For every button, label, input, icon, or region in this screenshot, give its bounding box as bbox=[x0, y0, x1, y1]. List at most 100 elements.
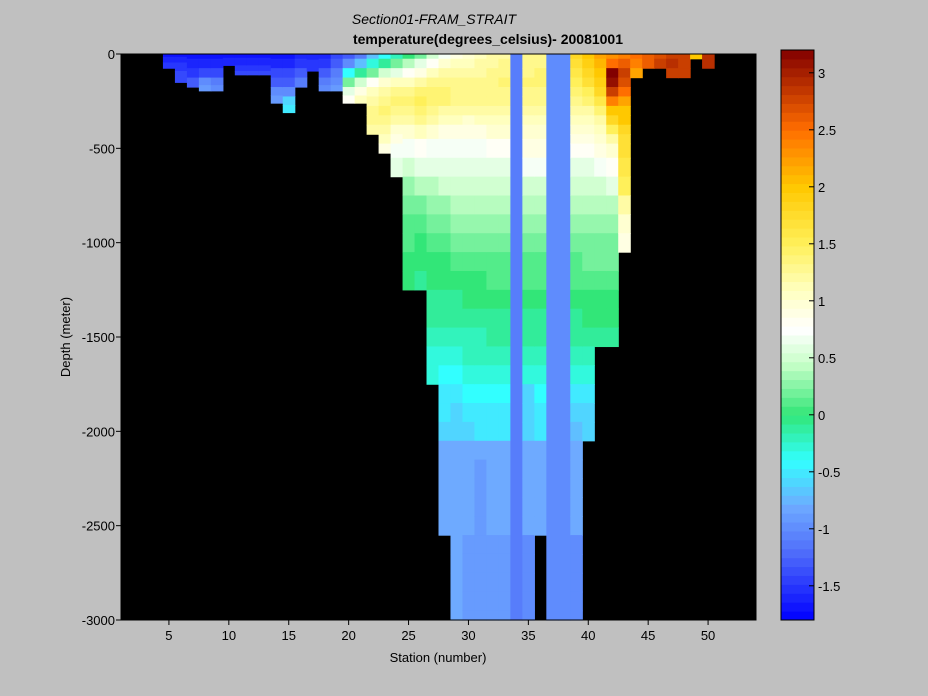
heatmap-cell bbox=[414, 54, 428, 60]
heatmap-cell bbox=[414, 138, 428, 159]
heatmap-cell bbox=[618, 87, 631, 98]
heatmap-cell bbox=[498, 54, 511, 60]
heatmap-cell bbox=[498, 233, 511, 253]
heatmap-cell bbox=[570, 134, 583, 145]
heatmap-cell bbox=[450, 105, 464, 116]
heatmap-cell bbox=[534, 440, 547, 461]
heatmap-cell bbox=[534, 478, 547, 498]
heatmap-cell bbox=[618, 233, 631, 253]
colorbar-band bbox=[781, 326, 814, 336]
heatmap-cell bbox=[366, 115, 380, 126]
heatmap-cell bbox=[522, 516, 535, 536]
colorbar-band bbox=[781, 85, 814, 96]
colorbar-band bbox=[781, 237, 814, 247]
heatmap-cell bbox=[378, 68, 392, 79]
heatmap-cell bbox=[498, 516, 511, 536]
heatmap-cell bbox=[294, 77, 308, 88]
heatmap-cell bbox=[522, 105, 535, 116]
colorbar-band bbox=[781, 112, 814, 122]
heatmap-cell bbox=[486, 572, 499, 593]
heatmap-cell bbox=[402, 176, 416, 197]
heatmap-cell bbox=[474, 124, 488, 140]
colorbar-band bbox=[781, 584, 814, 594]
heatmap-cell bbox=[522, 497, 535, 517]
heatmap-cell bbox=[462, 105, 476, 116]
heatmap-cell bbox=[570, 105, 583, 116]
heatmap-cell bbox=[498, 459, 511, 480]
heatmap-cell bbox=[594, 327, 607, 348]
heatmap-cell bbox=[438, 270, 452, 291]
heatmap-cell bbox=[594, 134, 607, 145]
heatmap-cell bbox=[594, 195, 607, 215]
heatmap-cell bbox=[474, 105, 488, 116]
heatmap-cell bbox=[606, 233, 619, 253]
heatmap-cell bbox=[474, 308, 488, 329]
heatmap-cell bbox=[582, 252, 595, 272]
colorbar-band bbox=[781, 557, 814, 568]
colorbar-band bbox=[781, 174, 814, 185]
heatmap-cell bbox=[486, 591, 499, 612]
heatmap-cell bbox=[258, 65, 272, 72]
colorbar-band bbox=[781, 432, 814, 443]
colorbar-band bbox=[781, 593, 814, 603]
heatmap-cell bbox=[570, 233, 583, 253]
heatmap-cell bbox=[450, 124, 464, 140]
heatmap-cell bbox=[534, 233, 547, 253]
heatmap-cell bbox=[498, 365, 511, 385]
heatmap-cell bbox=[426, 54, 440, 60]
heatmap-cell bbox=[522, 346, 535, 366]
heatmap-cell bbox=[426, 233, 440, 253]
heatmap-cell bbox=[330, 85, 344, 92]
heatmap-cell bbox=[234, 65, 248, 72]
colorbar-band bbox=[781, 468, 814, 478]
heatmap-cell bbox=[342, 95, 356, 104]
heatmap-cell bbox=[498, 478, 511, 498]
heatmap-cell bbox=[234, 57, 248, 66]
heatmap-cell bbox=[390, 157, 404, 178]
heatmap-cell bbox=[450, 553, 464, 574]
heatmap-cell bbox=[606, 176, 619, 197]
heatmap-cell bbox=[462, 252, 476, 272]
heatmap-cell bbox=[582, 105, 595, 116]
heatmap-cell bbox=[486, 535, 499, 555]
heatmap-cell bbox=[534, 365, 547, 385]
heatmap-cell bbox=[198, 77, 212, 86]
heatmap-cell bbox=[474, 176, 488, 197]
heatmap-cell bbox=[570, 610, 583, 621]
heatmap-cell bbox=[426, 176, 440, 197]
heatmap-cell bbox=[474, 54, 488, 60]
heatmap-cell bbox=[594, 54, 607, 60]
heatmap-cell bbox=[222, 57, 236, 66]
heatmap-cell bbox=[294, 54, 308, 60]
heatmap-cell bbox=[462, 54, 476, 60]
heatmap-cell bbox=[390, 96, 404, 107]
heatmap-cell bbox=[246, 54, 260, 59]
colorbar-band bbox=[781, 361, 814, 372]
heatmap-cell bbox=[198, 68, 212, 79]
heatmap-cell bbox=[246, 70, 260, 76]
heatmap-cell bbox=[462, 459, 476, 480]
heatmap-cell bbox=[594, 233, 607, 253]
heatmap-cell bbox=[414, 58, 428, 69]
heatmap-cell bbox=[498, 176, 511, 197]
colorbar-tick-label: 0 bbox=[818, 408, 825, 423]
heatmap-cell bbox=[486, 233, 499, 253]
colorbar-band bbox=[781, 245, 814, 256]
x-tick-label: 5 bbox=[165, 628, 172, 643]
heatmap-cell bbox=[450, 478, 464, 498]
heatmap-cell bbox=[618, 195, 631, 215]
heatmap-cell bbox=[426, 105, 440, 116]
chart-subtitle: temperature(degrees_celsius)- 20081001 bbox=[353, 31, 623, 47]
x-tick-label: 10 bbox=[222, 628, 236, 643]
heatmap-cell bbox=[474, 214, 488, 234]
heatmap-cell bbox=[402, 138, 416, 159]
heatmap-cell bbox=[570, 497, 583, 517]
heatmap-cell bbox=[438, 96, 452, 107]
heatmap-cell bbox=[486, 384, 499, 404]
heatmap-cell bbox=[474, 68, 488, 79]
colorbar-band bbox=[781, 219, 814, 229]
heatmap-cell bbox=[654, 54, 667, 60]
heatmap-cell bbox=[354, 68, 368, 79]
colorbar-band bbox=[781, 50, 814, 60]
heatmap-cell bbox=[450, 289, 464, 310]
